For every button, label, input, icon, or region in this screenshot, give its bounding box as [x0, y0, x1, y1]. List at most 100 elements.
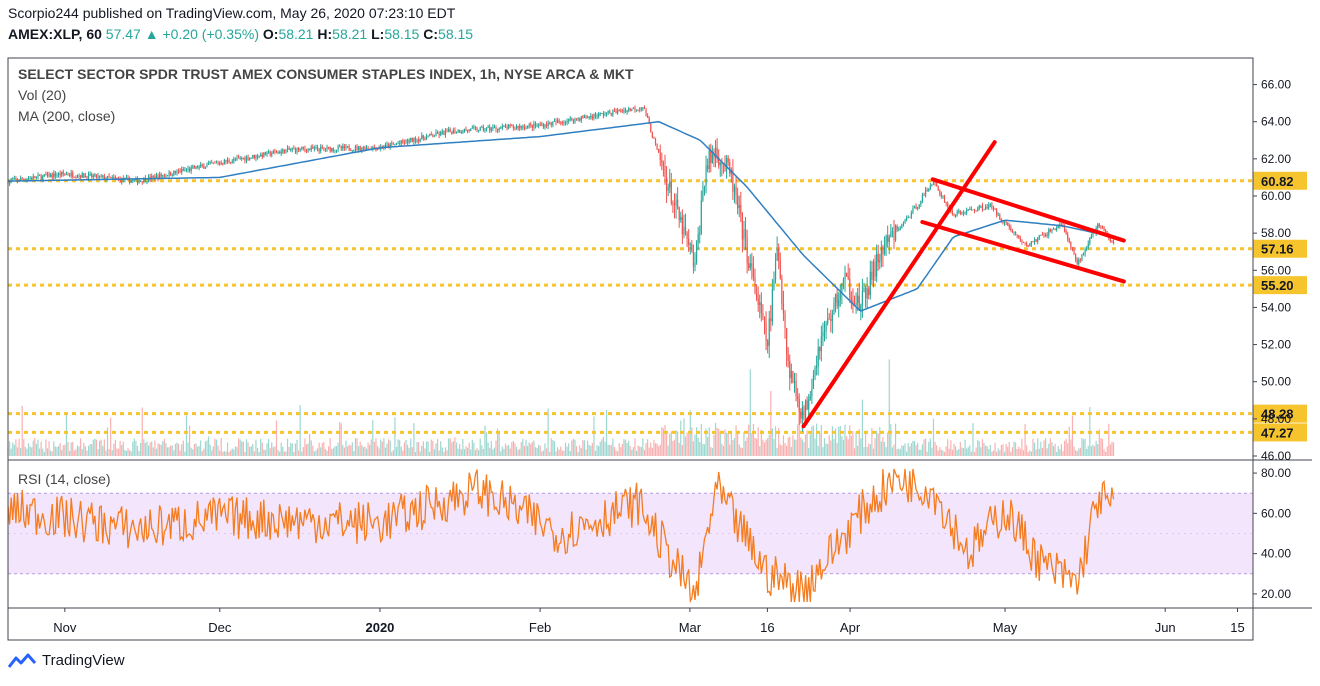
volume-bar [501, 446, 503, 456]
volume-bar [582, 440, 584, 456]
candle-body [384, 144, 387, 148]
candle-body [1015, 232, 1017, 235]
candle-body [211, 162, 213, 164]
candle-body [1027, 246, 1029, 247]
candle-body [462, 132, 464, 133]
volume-bar [605, 409, 608, 456]
volume-bar [975, 447, 977, 456]
candle-body [1000, 219, 1002, 222]
volume-bar [928, 441, 930, 456]
candle-body [463, 129, 466, 133]
trend-lines [801, 140, 1126, 429]
candle-body [789, 360, 791, 379]
candle-body [632, 107, 635, 110]
candle-body [776, 248, 778, 261]
volume-bar [42, 448, 44, 456]
volume-bar [707, 437, 709, 456]
candle-body [917, 207, 919, 209]
volume-bar [198, 445, 200, 456]
candle-body [35, 176, 38, 179]
volume-bar [111, 450, 113, 456]
candle-body [759, 302, 761, 305]
candle-body [1070, 241, 1072, 249]
volume-bar [339, 422, 341, 456]
volume-bar [517, 449, 519, 456]
candle-body [422, 135, 424, 139]
price-axis[interactable]: 46.00 48.00 50.00 52.00 54.00 56.00 58.00 60.00… [1253, 78, 1291, 463]
volume-bar [68, 450, 71, 456]
time-axis[interactable]: Nov Dec 2020 Feb Mar 16 Apr May Jun 15 [53, 608, 1245, 635]
volume-bar [868, 443, 870, 456]
candle-body [1013, 232, 1015, 233]
candle-body [271, 153, 273, 156]
rsi-axis[interactable]: 20.00 40.00 60.00 80.00 [1253, 466, 1291, 601]
volume-bar [293, 451, 295, 456]
volume-bar [425, 441, 428, 456]
candle-body [997, 214, 999, 216]
candle-body [198, 166, 200, 169]
volume-bar [512, 440, 514, 456]
volume-bar [961, 447, 963, 456]
candle-body [247, 156, 249, 160]
volume-bar [247, 442, 249, 456]
volume-bar [904, 443, 906, 456]
volume-bar [204, 441, 207, 456]
candle-body [479, 127, 481, 131]
candle-body [97, 175, 99, 178]
volume-bar [771, 428, 773, 456]
candle-body [474, 127, 477, 129]
candle-body [765, 322, 767, 342]
candle-body [779, 260, 781, 279]
candle-body [563, 122, 565, 124]
candle-body [207, 163, 210, 165]
volume-bar [585, 449, 587, 456]
volume-bar [617, 451, 619, 456]
volume-bar [677, 431, 679, 456]
volume-bar [557, 447, 559, 456]
volume-bar [433, 449, 436, 456]
tradingview-logo[interactable]: TradingView [8, 652, 125, 669]
volume-bar [748, 424, 750, 456]
volume-bar [460, 449, 462, 456]
volume-bar [598, 446, 600, 456]
candle-body [579, 118, 581, 121]
volume-bar [78, 446, 80, 456]
volume-bar [804, 434, 807, 456]
volume-bar [1049, 438, 1051, 456]
volume-bar [389, 440, 391, 456]
symbol[interactable]: AMEX:XLP, 60 [8, 26, 102, 42]
volume-bar [369, 445, 371, 456]
candle-body [822, 332, 824, 337]
volume-bar [534, 447, 537, 456]
candle-body [605, 112, 608, 115]
volume-bar [313, 451, 315, 456]
candle-body [931, 184, 933, 186]
volume-bar [231, 448, 233, 456]
volume-bar [359, 441, 361, 456]
volume-bar [302, 447, 304, 456]
candle-body [737, 195, 739, 209]
volume-bar [686, 432, 688, 456]
volume-bar [479, 438, 481, 456]
volume-bar [211, 450, 213, 456]
volume-bar [632, 447, 635, 456]
candle-body [921, 195, 924, 201]
candle-body [904, 219, 906, 224]
volume-bar [757, 427, 759, 456]
candle-body [522, 126, 524, 128]
candle-body [790, 371, 792, 379]
candle-body [242, 157, 244, 159]
rsi-path [7, 468, 1115, 604]
volume-bar [429, 451, 431, 456]
volume-bar [122, 441, 124, 456]
candle-body [1087, 243, 1089, 249]
volume-bar [1056, 451, 1058, 456]
time-tick-label: May [993, 620, 1018, 635]
candle-body [304, 148, 306, 150]
volume-bar [271, 442, 273, 456]
candle-body [686, 233, 688, 239]
candle-body [891, 231, 894, 233]
candle-body [429, 134, 431, 136]
candle-body [593, 114, 595, 119]
